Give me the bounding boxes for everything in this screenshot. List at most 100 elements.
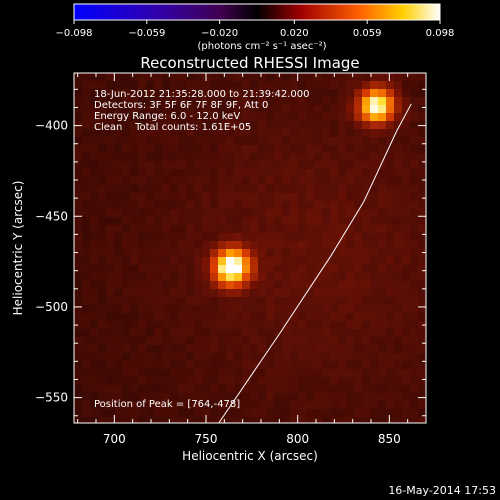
heatmap-cell: [338, 249, 346, 257]
heatmap-cell: [386, 345, 394, 353]
heatmap-cell: [362, 337, 370, 345]
heatmap-cell: [378, 145, 386, 153]
heatmap-cell: [378, 193, 386, 201]
heatmap-cell: [354, 89, 362, 97]
heatmap-cell: [242, 81, 250, 89]
heatmap-cell: [138, 201, 146, 209]
heatmap-cell: [274, 369, 282, 377]
heatmap-cell: [354, 353, 362, 361]
heatmap-cell: [386, 161, 394, 169]
heatmap-cell: [226, 361, 234, 369]
heatmap-cell: [250, 89, 258, 97]
heatmap-cell: [242, 169, 250, 177]
heatmap-cell: [394, 201, 402, 209]
heatmap-cell: [202, 153, 210, 161]
heatmap-cell: [194, 113, 202, 121]
heatmap-cell: [226, 353, 234, 361]
heatmap-cell: [234, 193, 242, 201]
heatmap-cell: [218, 169, 226, 177]
heatmap-cell: [274, 129, 282, 137]
heatmap-cell: [394, 369, 402, 377]
heatmap-cell: [346, 273, 354, 281]
heatmap-cell: [98, 73, 106, 81]
heatmap-cell: [162, 337, 170, 345]
heatmap-cell: [282, 369, 290, 377]
heatmap-cell: [410, 177, 418, 185]
heatmap-cell: [290, 89, 298, 97]
heatmap-cell: [250, 161, 258, 169]
heatmap-cell: [258, 337, 266, 345]
x-tick-label: 750: [195, 432, 218, 446]
heatmap-cell: [170, 217, 178, 225]
heatmap-cell: [338, 409, 346, 417]
heatmap-cell: [162, 209, 170, 217]
heatmap-cell: [74, 369, 82, 377]
heatmap-cell: [402, 417, 410, 423]
heatmap-cell: [194, 97, 202, 105]
heatmap-cell: [122, 193, 130, 201]
heatmap-cell: [154, 145, 162, 153]
heatmap-cell: [74, 185, 82, 193]
heatmap-cell: [154, 89, 162, 97]
heatmap-cell: [306, 297, 314, 305]
heatmap-cell: [322, 177, 330, 185]
heatmap-cell: [178, 257, 186, 265]
heatmap-cell: [306, 393, 314, 401]
heatmap-cell: [202, 409, 210, 417]
heatmap-cell: [146, 201, 154, 209]
heatmap-cell: [146, 81, 154, 89]
heatmap-cell: [162, 409, 170, 417]
heatmap-cell: [234, 417, 242, 423]
heatmap-cell: [154, 321, 162, 329]
heatmap-cell: [218, 321, 226, 329]
heatmap-cell: [394, 121, 402, 129]
heatmap-cell: [298, 401, 306, 409]
heatmap-cell: [218, 289, 226, 297]
heatmap-cell: [226, 249, 234, 257]
heatmap-cell: [226, 385, 234, 393]
heatmap-cell: [258, 129, 266, 137]
heatmap-cell: [370, 321, 378, 329]
heatmap-cell: [418, 305, 426, 313]
heatmap-cell: [202, 353, 210, 361]
heatmap-cell: [394, 89, 402, 97]
info-line-clean-counts: Clean Total counts: 1.61E+05: [94, 122, 251, 133]
heatmap-cell: [306, 417, 314, 423]
heatmap-cell: [98, 257, 106, 265]
heatmap-cell: [122, 97, 130, 105]
heatmap-cell: [322, 305, 330, 313]
heatmap-cell: [138, 185, 146, 193]
heatmap-cell: [330, 97, 338, 105]
heatmap-cell: [138, 105, 146, 113]
heatmap-cell: [234, 265, 242, 273]
heatmap-cell: [226, 113, 234, 121]
heatmap-cell: [146, 177, 154, 185]
heatmap-cell: [282, 137, 290, 145]
heatmap-cell: [250, 353, 258, 361]
heatmap-cell: [154, 121, 162, 129]
heatmap-cell: [138, 81, 146, 89]
heatmap-cell: [274, 81, 282, 89]
heatmap-cell: [178, 185, 186, 193]
heatmap-cell: [130, 369, 138, 377]
heatmap-cell: [402, 209, 410, 217]
heatmap-cell: [98, 289, 106, 297]
heatmap-cell: [322, 257, 330, 265]
heatmap-cell: [410, 241, 418, 249]
heatmap-cell: [186, 401, 194, 409]
heatmap-cell: [218, 185, 226, 193]
heatmap-cell: [354, 129, 362, 137]
colorbar-units-label: (photons cm⁻² s⁻¹ asec⁻²): [197, 41, 326, 52]
heatmap-cell: [394, 113, 402, 121]
heatmap-cell: [322, 337, 330, 345]
heatmap-cell: [186, 337, 194, 345]
heatmap-cell: [314, 361, 322, 369]
heatmap-cell: [82, 161, 90, 169]
heatmap-cell: [298, 161, 306, 169]
heatmap-cell: [330, 353, 338, 361]
heatmap-cell: [362, 153, 370, 161]
heatmap-cell: [410, 297, 418, 305]
heatmap-cell: [130, 161, 138, 169]
heatmap-cell: [146, 345, 154, 353]
heatmap-cell: [90, 329, 98, 337]
